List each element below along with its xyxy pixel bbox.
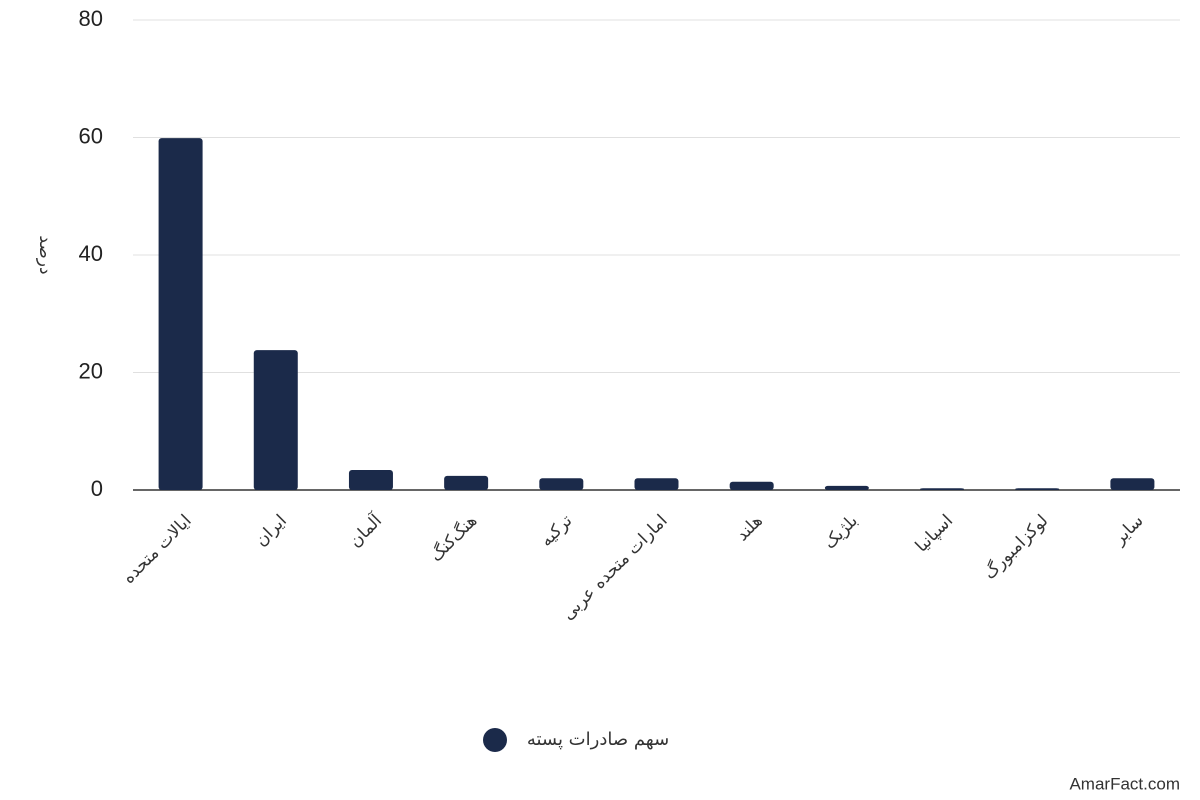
bar — [1110, 478, 1155, 490]
x-tick-label: امارات متحده عربی — [558, 511, 671, 624]
x-tick-label: سایر — [1109, 511, 1148, 550]
bar — [824, 485, 869, 490]
watermark: AmarFact.com — [1069, 774, 1180, 793]
x-tick-label: اسپانیا — [912, 511, 957, 556]
bar — [539, 478, 584, 490]
x-tick-label: هلند — [732, 511, 766, 545]
legend-label: سهم صادرات پسته — [527, 729, 669, 750]
x-tick-label: هنگ‌کنگ — [426, 510, 482, 566]
y-tick-label: 20 — [79, 358, 103, 383]
bar — [158, 138, 203, 490]
x-tick-label: ایالات متحده — [119, 511, 196, 588]
legend-marker — [483, 728, 507, 752]
y-tick-label: 60 — [79, 123, 103, 148]
x-tick-label: بلژیک — [820, 511, 862, 553]
y-tick-label: 0 — [91, 476, 103, 501]
x-tick-label: ایران — [251, 511, 291, 551]
y-tick-label: 40 — [79, 241, 103, 266]
bar — [444, 475, 489, 490]
x-tick-label: ترکیه — [536, 511, 576, 551]
y-tick-label: 80 — [79, 6, 103, 31]
bar — [634, 478, 679, 490]
x-tick-label: آلمان — [344, 509, 387, 552]
bar — [348, 470, 393, 490]
bar — [729, 481, 774, 490]
y-axis-label: درصد — [35, 235, 55, 274]
bar — [253, 350, 298, 490]
bar — [920, 488, 965, 490]
bar — [1015, 488, 1060, 490]
x-tick-label: لوکزامبورگ — [979, 510, 1052, 583]
